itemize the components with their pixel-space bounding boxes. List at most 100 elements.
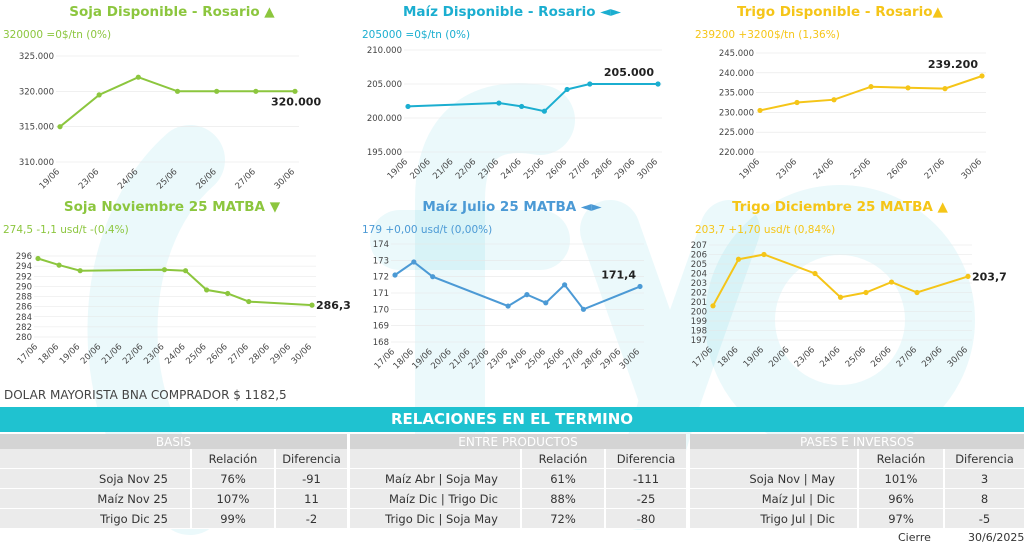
chart-title: Soja Noviembre 25 MATBA ▼ bbox=[64, 199, 281, 215]
y-tick-label: 310.000 bbox=[19, 158, 54, 168]
chart-subtitle: 205000 =0$/tn (0%) bbox=[362, 29, 470, 41]
basis-caption: BASIS bbox=[0, 434, 347, 449]
series-line bbox=[407, 83, 658, 113]
x-tick-label: 25/06 bbox=[184, 342, 208, 366]
data-point bbox=[524, 292, 530, 298]
x-tick-label: 21/06 bbox=[448, 347, 472, 371]
x-tick-label: 18/06 bbox=[37, 342, 61, 366]
data-point bbox=[564, 86, 570, 93]
x-tick-label: 17/06 bbox=[691, 345, 715, 369]
data-point bbox=[580, 306, 587, 312]
y-tick-label: 315.000 bbox=[19, 123, 54, 133]
y-tick-label: 202 bbox=[691, 289, 707, 299]
x-tick-label: 23/06 bbox=[486, 347, 510, 371]
data-point bbox=[942, 86, 948, 92]
y-tick-label: 199 bbox=[691, 317, 707, 327]
end-value-label: 286,3 bbox=[316, 299, 351, 312]
data-point bbox=[225, 290, 231, 297]
pases-head-dif: Diferencia bbox=[943, 449, 1024, 469]
chart-title: Trigo Disponible - Rosario▲ bbox=[737, 4, 944, 20]
row-rel: 107% bbox=[190, 488, 275, 509]
data-point bbox=[914, 289, 920, 296]
data-point bbox=[888, 279, 895, 285]
data-point bbox=[292, 88, 298, 94]
x-tick-label: 20/06 bbox=[429, 347, 453, 371]
x-tick-label: 28/06 bbox=[248, 342, 272, 366]
data-point bbox=[863, 289, 869, 296]
data-point bbox=[77, 268, 83, 274]
relaciones-title: RELACIONES EN EL TERMINO bbox=[0, 407, 1024, 432]
x-tick-label: 26/06 bbox=[886, 157, 910, 181]
x-tick-label: 23/06 bbox=[142, 342, 166, 366]
end-value-label: 320.000 bbox=[271, 95, 321, 108]
data-point bbox=[182, 268, 189, 274]
x-tick-label: 22/06 bbox=[467, 347, 491, 371]
table-row: Trigo Dic | Soja May 72% -80 bbox=[350, 508, 686, 529]
x-tick-label: 19/06 bbox=[38, 167, 62, 191]
x-tick-label: 28/06 bbox=[580, 347, 604, 371]
table-row: Maíz Jul | Dic 96% 8 bbox=[690, 488, 1024, 509]
row-name: Soja Nov 25 bbox=[0, 468, 191, 489]
y-tick-label: 203 bbox=[691, 279, 707, 289]
y-tick-label: 198 bbox=[691, 327, 707, 337]
x-tick-label: 24/06 bbox=[116, 167, 140, 191]
x-tick-label: 19/06 bbox=[742, 345, 766, 369]
y-tick-label: 245.000 bbox=[719, 49, 754, 59]
basis-table: BASIS Relación Diferencia Soja Nov 25 76%… bbox=[0, 434, 347, 529]
data-point bbox=[541, 108, 547, 114]
pases-inversos-table: PASES E INVERSOS Relación Diferencia Soj… bbox=[690, 434, 1024, 529]
y-tick-label: 170 bbox=[373, 305, 389, 315]
row-rel: 72% bbox=[520, 508, 605, 529]
data-point bbox=[430, 274, 436, 280]
y-tick-label: 171 bbox=[373, 289, 389, 299]
data-point bbox=[135, 74, 141, 80]
chart-title: Maíz Julio 25 MATBA ◄► bbox=[422, 199, 602, 215]
data-point bbox=[392, 272, 398, 278]
y-tick-label: 325.000 bbox=[19, 52, 54, 62]
data-point bbox=[905, 85, 911, 91]
y-tick-label: 286 bbox=[16, 303, 32, 313]
x-tick-label: 25/06 bbox=[844, 345, 868, 369]
table-row: Maíz Dic | Trigo Dic 88% -25 bbox=[350, 488, 686, 509]
row-dif: -91 bbox=[274, 468, 347, 489]
pases-head-blank bbox=[690, 449, 858, 469]
x-tick-label: 27/06 bbox=[923, 157, 947, 181]
y-tick-label: 294 bbox=[16, 262, 32, 272]
y-tick-label: 174 bbox=[373, 240, 389, 250]
x-tick-label: 26/06 bbox=[194, 167, 218, 191]
row-name: Maíz Nov 25 bbox=[0, 488, 191, 509]
x-tick-label: 19/06 bbox=[386, 157, 410, 181]
dolar-mayorista: DOLAR MAYORISTA BNA COMPRADOR $ 1182,5 bbox=[4, 388, 287, 402]
x-tick-label: 28/06 bbox=[590, 157, 614, 181]
x-tick-label: 26/06 bbox=[542, 347, 566, 371]
data-point bbox=[757, 107, 763, 114]
x-tick-label: 24/06 bbox=[818, 345, 842, 369]
x-tick-label: 23/06 bbox=[793, 345, 817, 369]
y-tick-label: 220.000 bbox=[719, 148, 754, 158]
data-point bbox=[496, 100, 502, 106]
row-rel: 101% bbox=[857, 468, 944, 489]
x-tick-label: 21/06 bbox=[431, 157, 455, 181]
y-tick-label: 280 bbox=[16, 333, 32, 343]
data-point bbox=[505, 303, 511, 309]
table-row: Soja Nov 25 76% -91 bbox=[0, 468, 347, 489]
y-tick-label: 296 bbox=[16, 252, 32, 262]
row-name: Trigo Dic | Soja May bbox=[350, 508, 521, 529]
x-tick-label: 19/06 bbox=[410, 347, 434, 371]
row-rel: 96% bbox=[857, 488, 944, 509]
x-tick-label: 18/06 bbox=[392, 347, 416, 371]
y-tick-label: 205 bbox=[691, 260, 707, 270]
row-rel: 76% bbox=[190, 468, 275, 489]
x-tick-label: 24/06 bbox=[812, 157, 836, 181]
x-tick-label: 23/06 bbox=[775, 157, 799, 181]
y-tick-label: 284 bbox=[16, 313, 32, 323]
x-tick-label: 24/06 bbox=[505, 347, 529, 371]
x-tick-label: 26/06 bbox=[545, 157, 569, 181]
x-tick-label: 20/06 bbox=[767, 345, 791, 369]
data-point bbox=[831, 97, 837, 103]
x-tick-label: 17/06 bbox=[373, 347, 397, 371]
chart-subtitle: 203,7 +1,70 usd/t (0,84%) bbox=[695, 224, 835, 236]
x-tick-label: 25/06 bbox=[849, 157, 873, 181]
y-tick-label: 240.000 bbox=[719, 69, 754, 79]
y-tick-label: 201 bbox=[691, 298, 707, 308]
